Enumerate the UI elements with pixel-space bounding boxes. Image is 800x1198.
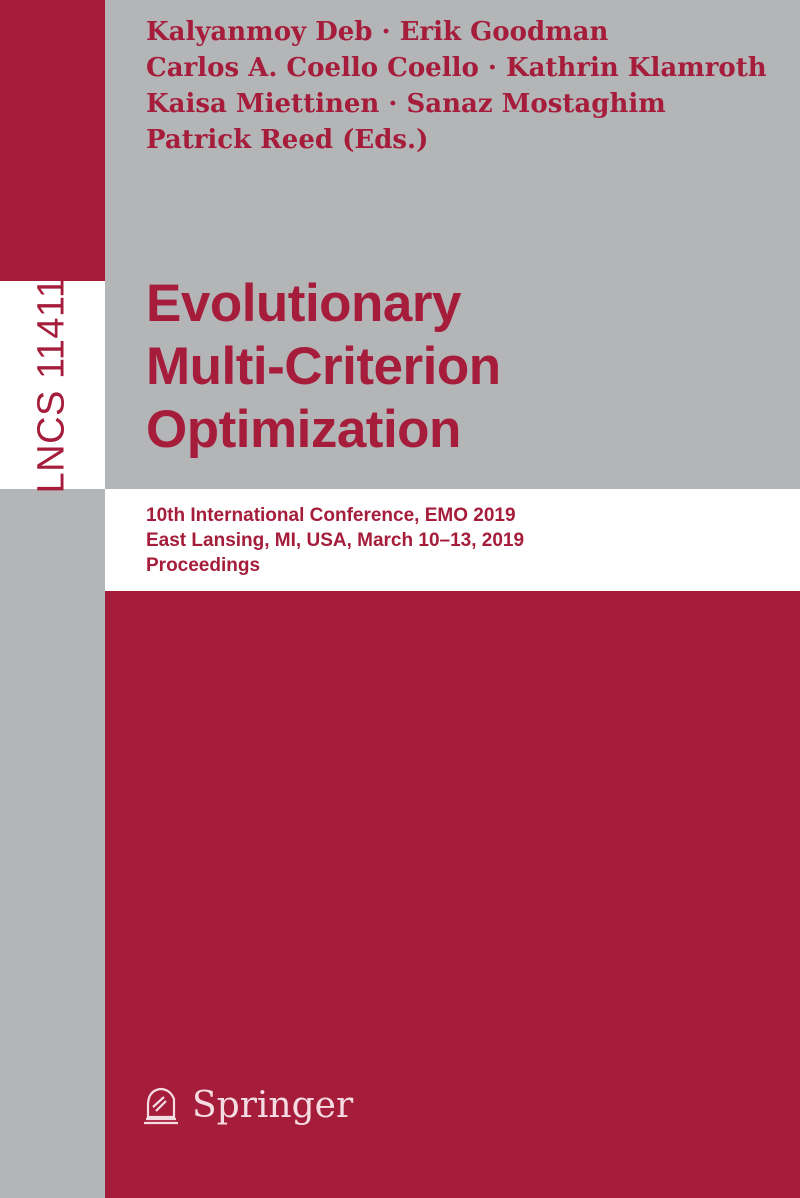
title-line: Optimization — [146, 400, 461, 459]
editors-line: Patrick Reed (Eds.) — [146, 125, 429, 155]
subtitle-line: Proceedings — [146, 555, 261, 576]
title-line: Multi-Criterion — [146, 337, 501, 396]
chess-knight-icon — [144, 1087, 178, 1125]
cover-top-panel — [105, 0, 800, 489]
editors-line: Kalyanmoy Deb · Erik Goodman — [146, 17, 609, 47]
subtitle-band — [105, 489, 800, 591]
series-label: LNCS 11411 — [30, 276, 73, 494]
book-title: Evolutionary Multi-Criterion Optimizatio… — [146, 272, 501, 461]
spine-strip-white: LNCS 11411 — [0, 277, 105, 493]
spine-strip-grey — [0, 489, 105, 1198]
cover-bottom-panel — [105, 591, 800, 1198]
publisher-name: Springer — [192, 1084, 354, 1126]
book-subtitle: 10th International Conference, EMO 2019 … — [146, 503, 524, 578]
editors-list: Kalyanmoy Deb · Erik Goodman Carlos A. C… — [146, 14, 767, 158]
title-line: Evolutionary — [146, 274, 462, 333]
editors-line: Kaisa Miettinen · Sanaz Mostaghim — [146, 89, 666, 119]
subtitle-line: East Lansing, MI, USA, March 10–13, 2019 — [146, 530, 525, 551]
spine-strip-red — [0, 0, 105, 281]
publisher-logo: Springer — [140, 1083, 353, 1127]
editors-line: Carlos A. Coello Coello · Kathrin Klamro… — [146, 53, 767, 83]
subtitle-line: 10th International Conference, EMO 2019 — [146, 505, 516, 526]
